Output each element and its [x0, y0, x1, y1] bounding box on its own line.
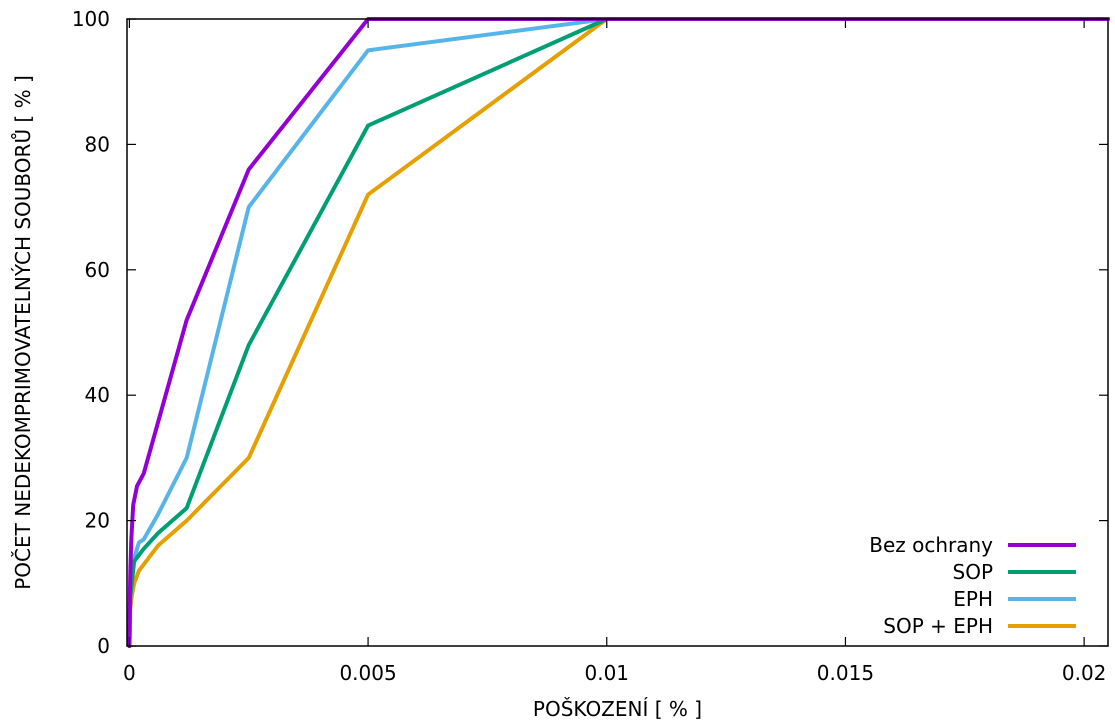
- legend-label: EPH: [953, 587, 993, 611]
- y-axis: 0 20 40 60 80 100: [72, 7, 1108, 658]
- y-tick-label: 100: [72, 7, 110, 31]
- legend: Bez ochrany SOP EPH SOP + EPH: [869, 533, 1076, 638]
- series-layer: [127, 17, 1110, 648]
- y-tick-label: 60: [85, 258, 110, 282]
- x-tick-label: 0.005: [339, 661, 396, 685]
- x-axis-title: POŠKOZENÍ [ % ]: [533, 697, 702, 721]
- x-tick-label: 0.01: [584, 661, 629, 685]
- series-line-bez-ochrany: [127, 17, 1110, 648]
- x-tick-label: 0.015: [817, 661, 874, 685]
- x-axis: 0 0.005 0.01 0.015 0.02: [123, 19, 1106, 685]
- legend-item: SOP + EPH: [883, 614, 1076, 638]
- y-tick-label: 20: [85, 509, 110, 533]
- legend-label: SOP + EPH: [883, 614, 993, 638]
- legend-item: EPH: [953, 587, 1076, 611]
- legend-label: SOP: [953, 560, 994, 584]
- y-tick-label: 40: [85, 383, 110, 407]
- legend-label: Bez ochrany: [869, 533, 993, 557]
- x-tick-label: 0.02: [1062, 661, 1107, 685]
- plot-frame: [126, 18, 1109, 647]
- x-tick-label: 0: [123, 661, 136, 685]
- legend-item: Bez ochrany: [869, 533, 1076, 557]
- legend-item: SOP: [953, 560, 1076, 584]
- y-tick-label: 0: [97, 634, 110, 658]
- y-tick-label: 80: [85, 132, 110, 156]
- y-axis-title: POČET NEDEKOMPRIMOVATELNÝCH SOUBORŮ [ % …: [11, 75, 35, 590]
